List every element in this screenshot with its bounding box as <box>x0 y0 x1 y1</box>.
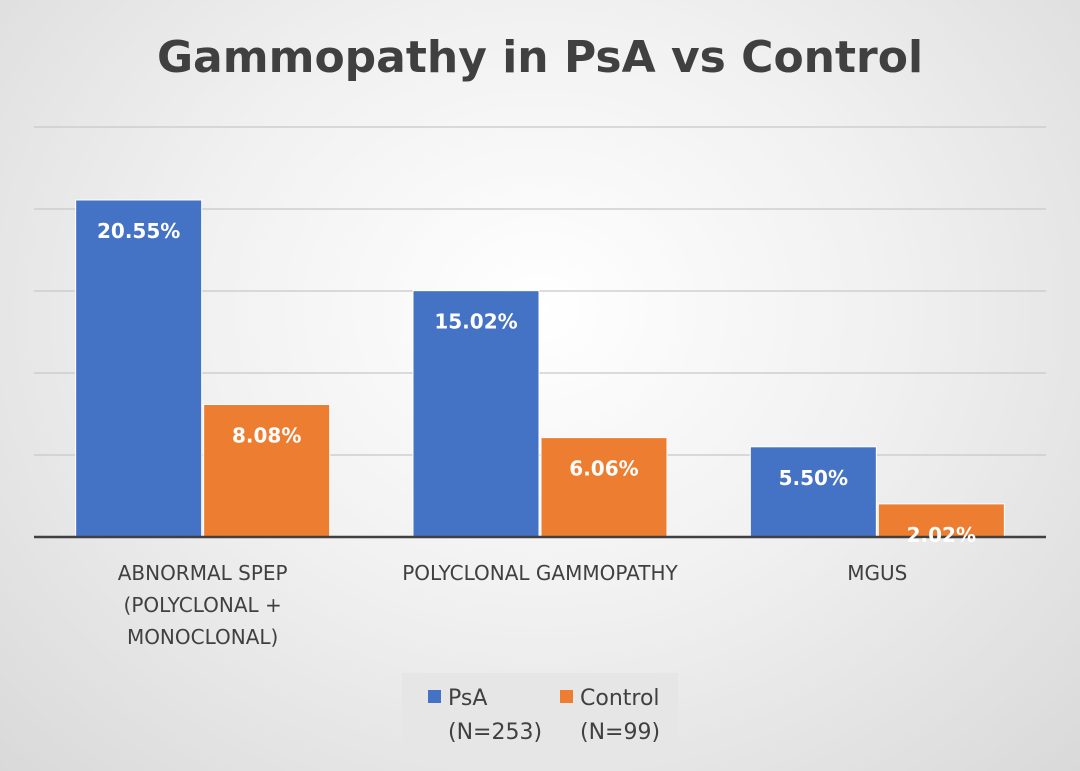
data-label-psa-2: 5.50% <box>779 466 848 490</box>
category-label-0: (POLYCLONAL + <box>124 593 282 617</box>
bars <box>75 199 1005 538</box>
category-label-2: MGUS <box>847 561 907 585</box>
data-label-psa-1: 15.02% <box>434 310 517 334</box>
chart-title: Gammopathy in PsA vs Control <box>157 32 923 83</box>
category-label-0: ABNORMAL SPEP <box>118 561 288 585</box>
legend-swatch-control <box>560 690 573 703</box>
gridlines <box>34 126 1046 456</box>
bar-psa-1 <box>412 290 540 538</box>
data-label-control-2: 2.02% <box>907 523 976 547</box>
bar-control-1 <box>540 437 668 538</box>
bar-psa-2 <box>749 446 877 538</box>
category-labels: ABNORMAL SPEP (POLYCLONAL + MONOCLONAL) POL… <box>118 561 908 649</box>
legend: PsA (N=253) Control (N=99) <box>402 673 678 756</box>
category-label-1: POLYCLONAL GAMMOPATHY <box>402 561 678 585</box>
legend-label-control: Control <box>580 686 660 711</box>
data-label-psa-0: 20.55% <box>97 219 180 243</box>
legend-label-psa: PsA <box>448 686 487 711</box>
data-labels: 20.55% 8.08% 15.02% 6.06% 5.50% 2.02% <box>97 219 976 547</box>
category-label-0: MONOCLONAL) <box>127 625 278 649</box>
data-label-control-1: 6.06% <box>569 457 638 481</box>
legend-sublabel-control: (N=99) <box>580 720 660 745</box>
legend-swatch-psa <box>428 690 441 703</box>
legend-box <box>402 673 678 756</box>
bar-control-0 <box>203 403 331 538</box>
bar-control-2 <box>877 503 1005 538</box>
bar-psa-0 <box>75 199 203 538</box>
legend-sublabel-psa: (N=253) <box>448 720 542 745</box>
data-label-control-0: 8.08% <box>232 423 301 447</box>
